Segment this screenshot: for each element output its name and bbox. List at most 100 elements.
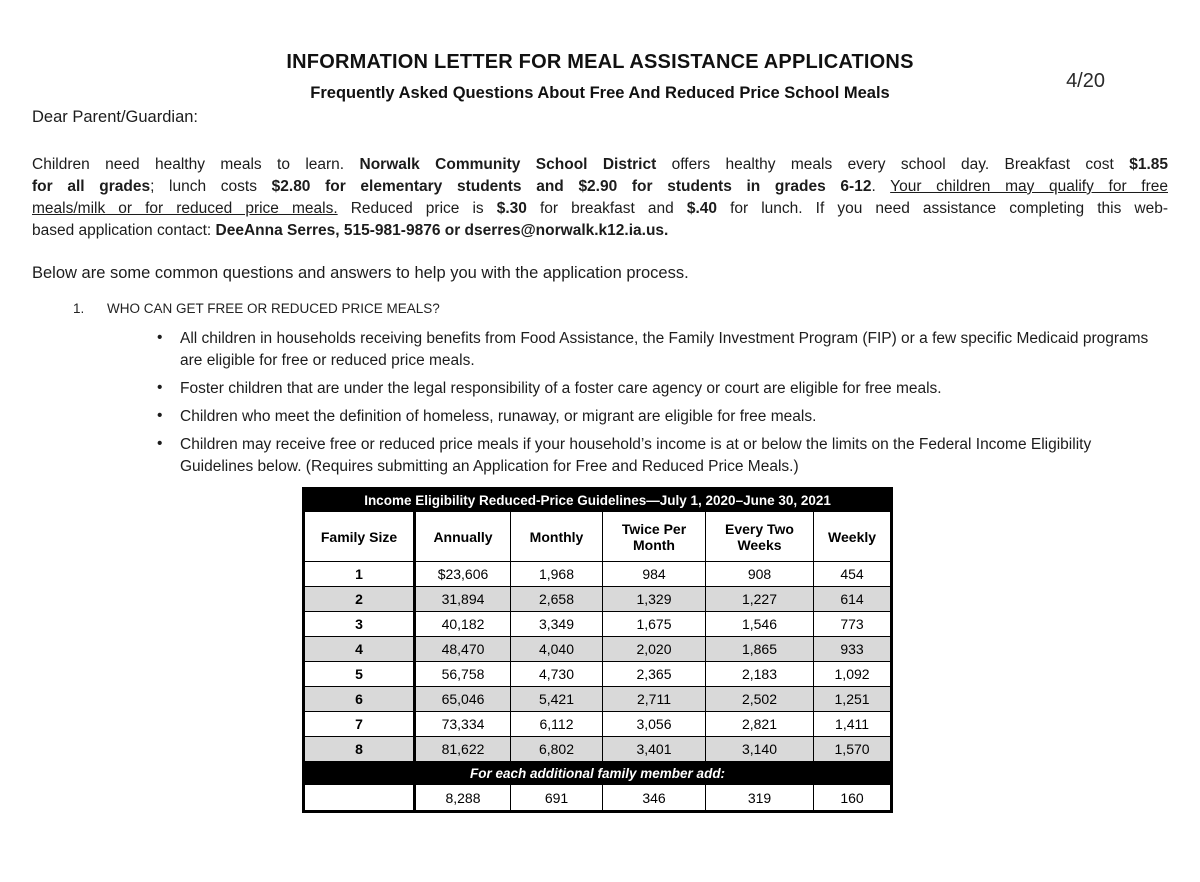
table-cell: 73,334 (414, 711, 511, 737)
table-cell: 933 (812, 636, 893, 662)
document-subtitle: Frequently Asked Questions About Free An… (310, 84, 890, 102)
additional-member-cell: 346 (602, 784, 706, 812)
table-cell: 1,968 (510, 561, 603, 587)
column-header: Twice Per Month (602, 511, 706, 562)
table-cell: 2,502 (705, 686, 814, 712)
additional-member-cell (303, 784, 416, 812)
table-cell: 2,020 (602, 636, 706, 662)
bullet-text: Children who meet the definition of home… (180, 408, 817, 425)
text-run: Children need healthy meals to learn. (32, 156, 360, 173)
below-text: Below are some common questions and answ… (32, 264, 689, 282)
bullet-text: All children in households receiving ben… (180, 330, 1149, 369)
bullet-text: Children may receive free or reduced pri… (180, 436, 1092, 475)
bullet-item: • Foster children that are under the lega… (32, 378, 1168, 400)
paragraph-line: for all grades; lunch costs $2.80 for el… (32, 176, 1168, 198)
bold-text: $2.80 for elementary students and $2.90 … (271, 178, 872, 195)
family-size-cell: 4 (303, 636, 416, 662)
table-cell: 984 (602, 561, 706, 587)
table-row: For each additional family member add: (302, 761, 893, 785)
table-cell: 1,865 (705, 636, 814, 662)
bullet-text: Foster children that are under the legal… (180, 380, 942, 397)
intro-paragraph: Children need healthy meals to learn. No… (32, 154, 1168, 242)
table-row: 4 48,470 4,040 2,020 1,865 933 (303, 636, 893, 662)
table-cell: 2,365 (602, 661, 706, 687)
text-run: Reduced price is (337, 200, 497, 217)
table-row: 6 65,046 5,421 2,711 2,502 1,251 (303, 686, 893, 712)
table-cell: 773 (812, 611, 893, 637)
bold-text: DeeAnna Serres, 515-981-9876 or dserres@… (215, 222, 669, 239)
table-cell: 1,675 (602, 611, 706, 637)
text-run: for breakfast and (526, 200, 687, 217)
faq-question-1: 1. WHO CAN GET FREE OR REDUCED PRICE MEA… (73, 300, 1168, 317)
faq-question-text: WHO CAN GET FREE OR REDUCED PRICE MEALS? (107, 301, 440, 316)
table-cell: 1,411 (812, 711, 893, 737)
table-cell: 2,711 (602, 686, 706, 712)
table-cell: 2,183 (705, 661, 814, 687)
underlined-text: Your children may qualify for free (890, 178, 1168, 195)
family-size-cell: 3 (303, 611, 416, 637)
table-cell: 1,251 (812, 686, 893, 712)
additional-member-cell: 160 (812, 784, 893, 812)
additional-member-cell: 8,288 (414, 784, 511, 812)
table-cell: 3,056 (602, 711, 706, 737)
table-cell: 1,546 (705, 611, 814, 637)
column-header: Weekly (812, 511, 893, 562)
family-size-cell: 8 (303, 736, 416, 762)
text-run: offers healthy meals every school day. B… (656, 156, 1130, 173)
text-run: based application contact: (32, 222, 216, 239)
table-cell: 3,401 (602, 736, 706, 762)
table-cell: 1,329 (602, 586, 706, 612)
table-cell: 3,140 (705, 736, 814, 762)
bold-text: $1.85 (1129, 156, 1168, 173)
family-size-cell: 1 (303, 561, 416, 587)
column-header: Annually (414, 511, 511, 562)
column-header: Family Size (303, 511, 416, 562)
bullet-icon: • (157, 379, 163, 396)
table-cell: 454 (812, 561, 893, 587)
additional-member-banner: For each additional family member add: (302, 761, 893, 785)
table-cell: 1,570 (812, 736, 893, 762)
family-size-cell: 2 (303, 586, 416, 612)
table-cell: 3,349 (510, 611, 603, 637)
table-title-banner: Income Eligibility Reduced-Price Guideli… (302, 488, 893, 512)
table-cell: 614 (812, 586, 893, 612)
table-row: 7 73,334 6,112 3,056 2,821 1,411 (303, 711, 893, 737)
page-number: 4/20 (1066, 70, 1105, 92)
table-cell: 6,112 (510, 711, 603, 737)
bullet-list: • All children in households receiving be… (32, 328, 1168, 478)
family-size-cell: 6 (303, 686, 416, 712)
bold-text: Norwalk Community School District (359, 156, 657, 173)
bullet-item: • All children in households receiving be… (32, 328, 1168, 372)
table-cell: 48,470 (414, 636, 511, 662)
faq-question-number: 1. (73, 301, 85, 316)
bullet-icon: • (157, 407, 163, 424)
table-row: Income Eligibility Reduced-Price Guideli… (302, 488, 893, 512)
table-cell: 1,092 (812, 661, 893, 687)
bold-text: $.30 (496, 200, 527, 217)
column-header: Every Two Weeks (705, 511, 814, 562)
bold-text: $.40 (686, 200, 718, 217)
table-row: 1 $23,606 1,968 984 908 454 (303, 561, 893, 587)
bullet-item: • Children may receive free or reduced pr… (32, 434, 1168, 478)
table-cell: 40,182 (414, 611, 511, 637)
document-title: INFORMATION LETTER FOR MEAL ASSISTANCE A… (286, 51, 914, 73)
table-cell: 5,421 (510, 686, 603, 712)
column-header: Monthly (510, 511, 603, 562)
income-eligibility-table: Income Eligibility Reduced-Price Guideli… (302, 487, 894, 813)
paragraph-line: meals/milk or for reduced price meals. R… (32, 198, 1168, 220)
paragraph-line: based application contact: DeeAnna Serre… (32, 220, 1168, 242)
table-cell: 4,730 (510, 661, 603, 687)
table-cell: 1,227 (705, 586, 814, 612)
paragraph-line: Children need healthy meals to learn. No… (32, 154, 1168, 176)
table-cell: 81,622 (414, 736, 511, 762)
table-row: 8,288 691 346 319 160 (303, 784, 893, 812)
bullet-icon: • (157, 329, 163, 346)
text-run: for lunch. If you need assistance comple… (717, 200, 1168, 217)
additional-member-cell: 691 (510, 784, 603, 812)
table-cell: $23,606 (414, 561, 511, 587)
family-size-cell: 5 (303, 661, 416, 687)
text-run: . (871, 178, 891, 195)
table-cell: 908 (705, 561, 814, 587)
bullet-item: • Children who meet the definition of hom… (32, 406, 1168, 428)
table-row: 2 31,894 2,658 1,329 1,227 614 (303, 586, 893, 612)
